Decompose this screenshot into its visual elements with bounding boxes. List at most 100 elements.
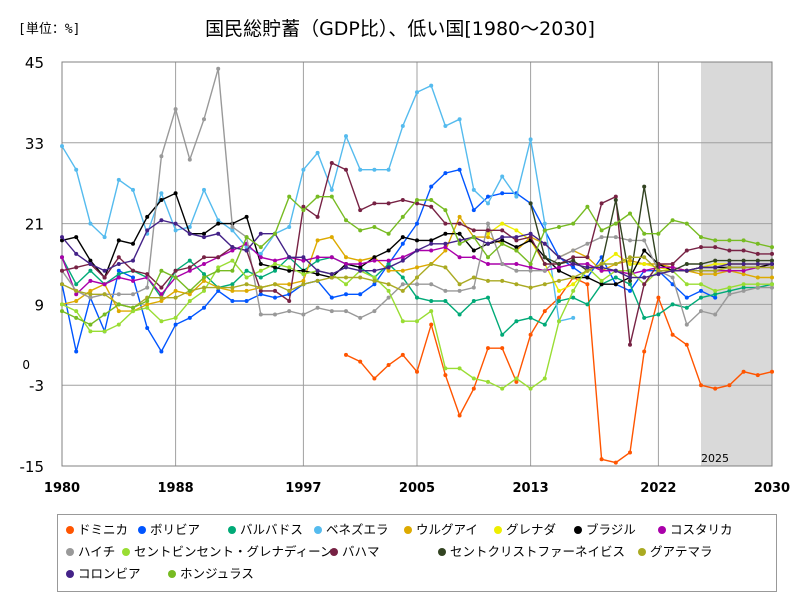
data-point	[372, 224, 377, 229]
data-point	[74, 315, 79, 320]
data-point	[770, 251, 774, 256]
data-point	[500, 221, 505, 226]
data-point	[684, 342, 689, 347]
data-point	[74, 349, 79, 354]
data-point	[145, 299, 150, 304]
data-point	[74, 292, 79, 297]
data-point	[571, 275, 576, 280]
data-point	[755, 265, 760, 270]
data-point	[656, 272, 661, 277]
data-point	[542, 255, 547, 260]
data-point	[60, 309, 64, 314]
data-point	[400, 241, 405, 246]
data-point	[542, 282, 547, 287]
data-point	[400, 198, 405, 203]
data-point	[244, 299, 249, 304]
data-point	[88, 295, 93, 300]
data-point	[315, 305, 320, 310]
legend-marker	[494, 526, 502, 534]
data-point	[514, 262, 519, 266]
data-point	[528, 268, 533, 273]
data-point	[770, 369, 774, 374]
data-point	[173, 221, 178, 226]
data-point	[755, 275, 760, 280]
data-point	[741, 265, 746, 270]
data-point	[727, 292, 732, 297]
data-point	[159, 268, 164, 273]
data-point	[713, 245, 718, 250]
data-point	[713, 272, 718, 277]
data-point	[315, 255, 320, 260]
x-tick-label: 2013	[513, 481, 549, 496]
data-point	[344, 275, 348, 280]
data-point	[315, 272, 320, 277]
data-point	[415, 369, 419, 374]
data-point	[230, 258, 235, 263]
data-point	[528, 315, 533, 320]
data-point	[159, 349, 164, 354]
data-point	[642, 349, 647, 354]
data-point	[329, 255, 334, 260]
data-point	[514, 379, 519, 384]
data-point	[727, 238, 732, 243]
data-point	[372, 278, 377, 283]
data-point	[74, 265, 79, 270]
data-point	[358, 359, 363, 364]
data-point	[273, 258, 277, 263]
data-point	[202, 117, 206, 122]
data-point	[400, 319, 405, 324]
data-point	[131, 268, 135, 273]
data-point	[287, 265, 292, 270]
data-point	[258, 268, 263, 273]
data-point	[287, 309, 292, 314]
data-point	[500, 191, 505, 196]
data-point	[599, 201, 604, 206]
data-point	[230, 248, 235, 253]
data-point	[216, 66, 221, 71]
data-point	[741, 282, 746, 287]
data-point	[258, 245, 263, 250]
data-point	[315, 258, 320, 263]
data-point	[713, 288, 718, 293]
data-point	[443, 221, 448, 226]
data-point	[713, 265, 718, 270]
legend-item: ウルグアイ	[404, 519, 478, 538]
data-point	[429, 309, 434, 314]
y-tick-label: -3	[29, 377, 44, 395]
data-point	[344, 265, 348, 270]
data-point	[145, 272, 150, 277]
data-point	[486, 255, 490, 260]
data-point	[386, 288, 391, 293]
data-point	[116, 322, 121, 327]
data-point	[528, 285, 533, 290]
data-point	[727, 248, 732, 253]
data-point	[102, 282, 107, 287]
data-point	[131, 241, 135, 246]
data-point	[386, 262, 391, 266]
chart-legend: ドミニカ ボリビア バルバドス ベネズエラ ウルグアイ グレナダ ブラジル コスタリカ ハイチ セ…	[57, 514, 777, 592]
data-point	[216, 285, 221, 290]
data-point	[301, 272, 306, 277]
data-point	[542, 221, 547, 226]
data-point	[116, 262, 121, 266]
data-point	[713, 238, 718, 243]
data-point	[528, 265, 533, 270]
y-tick-label: 33	[25, 135, 44, 153]
data-point	[557, 224, 561, 229]
data-point	[159, 319, 164, 324]
legend-marker	[122, 548, 130, 556]
data-point	[741, 258, 746, 263]
data-point	[500, 262, 505, 266]
data-point	[471, 299, 476, 304]
data-point	[102, 292, 107, 297]
data-point	[585, 262, 590, 266]
data-point	[557, 255, 561, 260]
data-point	[287, 255, 292, 260]
data-point	[287, 299, 292, 304]
data-point	[770, 258, 774, 263]
data-point	[571, 295, 576, 300]
data-point	[400, 352, 405, 357]
data-point	[400, 282, 405, 287]
data-point	[202, 305, 206, 310]
data-point	[486, 221, 490, 226]
